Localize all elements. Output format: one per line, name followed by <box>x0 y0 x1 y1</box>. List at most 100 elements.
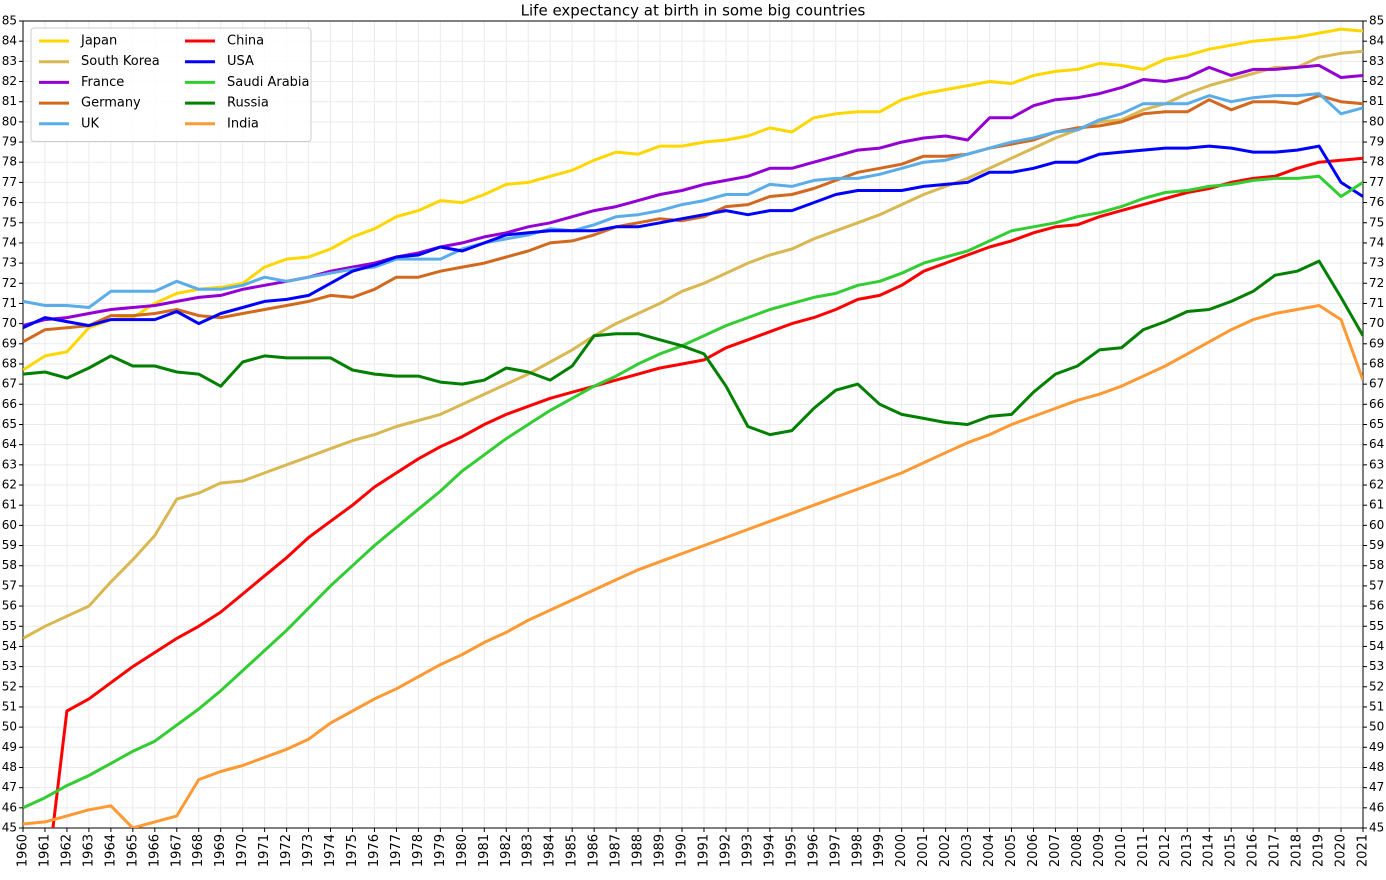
x-tick-label: 1976 <box>367 834 382 867</box>
x-tick-label: 1997 <box>828 834 843 867</box>
x-tick-label: 1983 <box>521 834 536 867</box>
x-tick-label: 2007 <box>1048 834 1063 867</box>
y-tick-label-right: 62 <box>1369 478 1384 492</box>
x-tick-label: 1973 <box>301 834 316 867</box>
x-tick-label: 2009 <box>1092 834 1107 867</box>
x-tick-label: 1966 <box>147 834 162 867</box>
y-tick-label: 64 <box>2 437 17 451</box>
legend-label: Saudi Arabia <box>227 75 310 90</box>
y-tick-label-right: 58 <box>1369 558 1384 572</box>
x-tick-label: 1996 <box>806 834 821 867</box>
y-tick-label: 71 <box>2 296 17 310</box>
series-line <box>23 259 1363 437</box>
y-tick-label-right: 45 <box>1369 821 1384 835</box>
x-tick-label: 1969 <box>213 834 228 867</box>
x-tick-label: 1994 <box>762 834 777 867</box>
x-tick-label: 2020 <box>1334 834 1349 867</box>
x-tick-label: 1988 <box>631 834 646 867</box>
legend-label: Russia <box>227 96 269 111</box>
x-tick-label: 1977 <box>389 834 404 867</box>
series-line <box>23 304 1363 828</box>
y-tick-label: 59 <box>2 538 17 552</box>
x-tick-label: 1993 <box>740 834 755 867</box>
y-tick-label: 50 <box>2 720 17 734</box>
y-tick-label-right: 47 <box>1369 780 1384 794</box>
legend-label: France <box>81 75 124 90</box>
x-tick-label: 2005 <box>1004 834 1019 867</box>
x-tick-label: 2012 <box>1158 834 1173 867</box>
y-tick-label: 81 <box>2 94 17 108</box>
y-tick-label: 65 <box>2 417 17 431</box>
y-tick-label: 63 <box>2 457 17 471</box>
y-tick-label-right: 51 <box>1369 699 1384 713</box>
y-tick-label: 82 <box>2 74 17 88</box>
y-tick-label-right: 83 <box>1369 54 1384 68</box>
y-tick-label: 69 <box>2 336 17 350</box>
legend-label: China <box>227 34 264 49</box>
y-tick-label-right: 60 <box>1369 518 1384 532</box>
y-tick-label-right: 61 <box>1369 498 1384 512</box>
y-tick-label-right: 85 <box>1369 14 1384 28</box>
y-tick-label: 55 <box>2 619 17 633</box>
series-line <box>23 174 1363 810</box>
y-tick-label: 46 <box>2 800 17 814</box>
x-tick-label: 1985 <box>565 834 580 867</box>
y-tick-label-right: 53 <box>1369 659 1384 673</box>
x-tick-label: 1970 <box>235 834 250 867</box>
legend-label: UK <box>81 116 100 131</box>
y-tick-label-right: 75 <box>1369 215 1384 229</box>
legend: Japan South Korea France Germany UK China USA S… <box>30 27 312 142</box>
y-tick-label: 61 <box>2 498 17 512</box>
y-tick-label-right: 57 <box>1369 578 1384 592</box>
plot-frame <box>22 20 1364 829</box>
x-tick-label: 2008 <box>1070 834 1085 867</box>
y-tick-label-right: 81 <box>1369 94 1384 108</box>
x-tick-label: 1961 <box>37 834 52 867</box>
y-tick-label-right: 79 <box>1369 135 1384 149</box>
y-tick-label-right: 76 <box>1369 195 1384 209</box>
x-tick-label: 2006 <box>1026 834 1041 867</box>
x-tick-label: 1971 <box>257 834 272 867</box>
y-tick-label: 85 <box>2 14 17 28</box>
lines <box>23 27 1363 828</box>
x-tick-label: 2003 <box>960 834 975 867</box>
y-tick-label: 56 <box>2 599 17 613</box>
x-tick-label: 1960 <box>16 834 31 867</box>
x-tick-label: 2019 <box>1312 834 1327 867</box>
x-tick-label: 2021 <box>1356 834 1371 867</box>
x-tick-label: 1965 <box>125 834 140 867</box>
x-tick-label: 1981 <box>477 834 492 867</box>
y-tick-label: 76 <box>2 195 17 209</box>
x-tick-label: 2002 <box>938 834 953 867</box>
y-tick-label-right: 55 <box>1369 619 1384 633</box>
y-tick-label: 84 <box>2 34 17 48</box>
y-tick-label-right: 84 <box>1369 34 1384 48</box>
y-tick-label: 67 <box>2 377 17 391</box>
x-tick-label: 2017 <box>1268 834 1283 867</box>
y-tick-label-right: 46 <box>1369 800 1384 814</box>
series-line <box>23 144 1363 330</box>
x-tick-label: 2010 <box>1114 834 1129 867</box>
x-tick-label: 1975 <box>345 834 360 867</box>
series-line <box>23 27 1363 372</box>
series-line <box>51 156 1363 828</box>
y-tick-label: 51 <box>2 699 17 713</box>
y-tick-label: 66 <box>2 397 17 411</box>
y-tick-label-right: 82 <box>1369 74 1384 88</box>
x-tick-label: 1995 <box>784 834 799 867</box>
y-tick-label: 79 <box>2 135 17 149</box>
x-tick-label: 1974 <box>323 834 338 867</box>
y-tick-label-right: 69 <box>1369 336 1384 350</box>
x-tick-label: 2013 <box>1180 834 1195 867</box>
series-line <box>23 63 1363 328</box>
x-tick-label: 2014 <box>1202 834 1217 867</box>
y-tick-label: 75 <box>2 215 17 229</box>
x-tick-label: 1978 <box>411 834 426 867</box>
y-tick-label-right: 49 <box>1369 740 1384 754</box>
x-tick-label: 1986 <box>587 834 602 867</box>
x-tick-label: 2000 <box>894 834 909 867</box>
x-tick-label: 2015 <box>1224 834 1239 867</box>
x-tick-label: 1968 <box>191 834 206 867</box>
y-tick-label-right: 63 <box>1369 457 1384 471</box>
y-tick-label: 78 <box>2 155 17 169</box>
